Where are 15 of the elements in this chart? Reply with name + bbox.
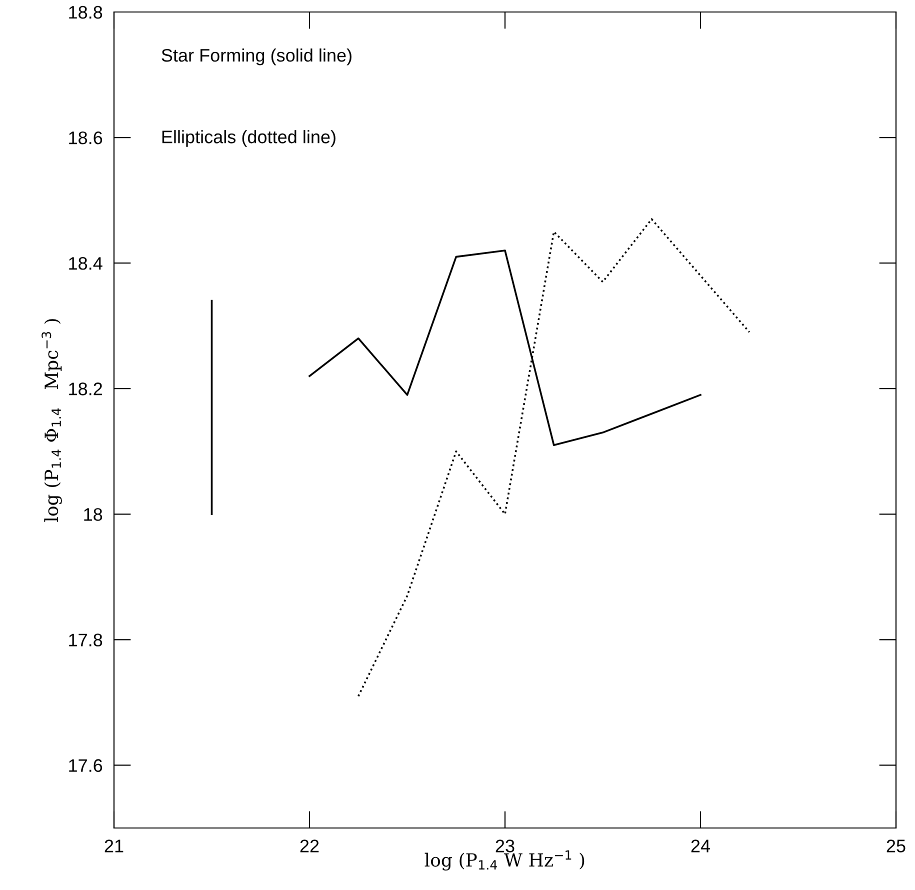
text: log (P$_{1.4}$ Φ$_{1.4}$ Mpc$^{−3}$ ) <box>42 319 62 522</box>
y-tick-label: 18.2 <box>69 382 102 396</box>
y-tick-label: 18 <box>84 508 102 521</box>
y-tick-label: 18.6 <box>69 131 102 144</box>
x-tick-label: 25 <box>886 840 906 852</box>
annotation: Ellipticals (dotted line) <box>162 130 336 147</box>
y-tick-label: 17.6 <box>69 759 102 772</box>
x-tick-label: 23 <box>496 840 514 852</box>
y-tick-label: 18.8 <box>69 6 102 19</box>
y-tick-label: 18.4 <box>69 257 102 270</box>
annotation: Star Forming (solid line) <box>162 48 352 66</box>
x-tick-label: 22 <box>300 840 319 852</box>
x-tick-label: 24 <box>691 840 710 852</box>
y-tick-label: 17.8 <box>69 634 102 646</box>
x-tick-label: 21 <box>104 840 124 852</box>
